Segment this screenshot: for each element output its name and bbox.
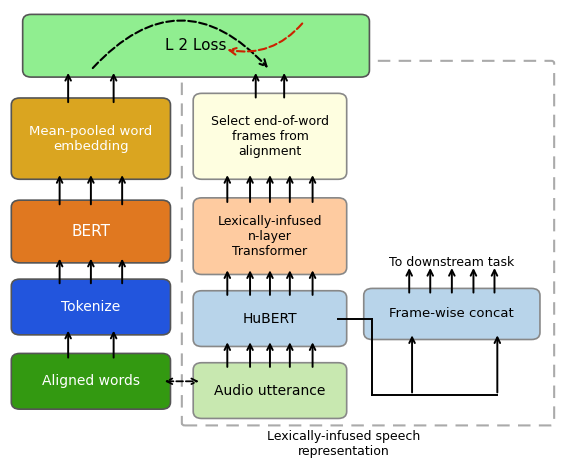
FancyArrowPatch shape <box>230 24 302 55</box>
Text: BERT: BERT <box>71 224 110 239</box>
FancyBboxPatch shape <box>193 94 347 179</box>
FancyBboxPatch shape <box>11 279 170 335</box>
FancyArrowPatch shape <box>93 21 266 68</box>
Text: Aligned words: Aligned words <box>42 374 140 388</box>
FancyBboxPatch shape <box>193 198 347 274</box>
Text: Mean-pooled word
embedding: Mean-pooled word embedding <box>29 125 153 153</box>
Text: HuBERT: HuBERT <box>243 312 297 326</box>
FancyBboxPatch shape <box>11 98 170 179</box>
Text: Tokenize: Tokenize <box>61 300 121 314</box>
Text: Lexically-infused
n-layer
Transformer: Lexically-infused n-layer Transformer <box>218 215 322 258</box>
FancyBboxPatch shape <box>23 15 370 77</box>
Text: Audio utterance: Audio utterance <box>214 384 325 398</box>
Text: To downstream task: To downstream task <box>389 256 514 269</box>
FancyBboxPatch shape <box>193 291 347 346</box>
FancyBboxPatch shape <box>11 353 170 409</box>
Text: Frame-wise concat: Frame-wise concat <box>390 307 514 321</box>
Text: Select end-of-word
frames from
alignment: Select end-of-word frames from alignment <box>211 115 329 158</box>
FancyBboxPatch shape <box>11 200 170 263</box>
FancyBboxPatch shape <box>364 289 540 339</box>
Text: L 2 Loss: L 2 Loss <box>165 38 227 53</box>
FancyArrowPatch shape <box>166 378 197 384</box>
Text: Lexically-infused speech
representation: Lexically-infused speech representation <box>267 430 421 458</box>
FancyBboxPatch shape <box>193 363 347 418</box>
